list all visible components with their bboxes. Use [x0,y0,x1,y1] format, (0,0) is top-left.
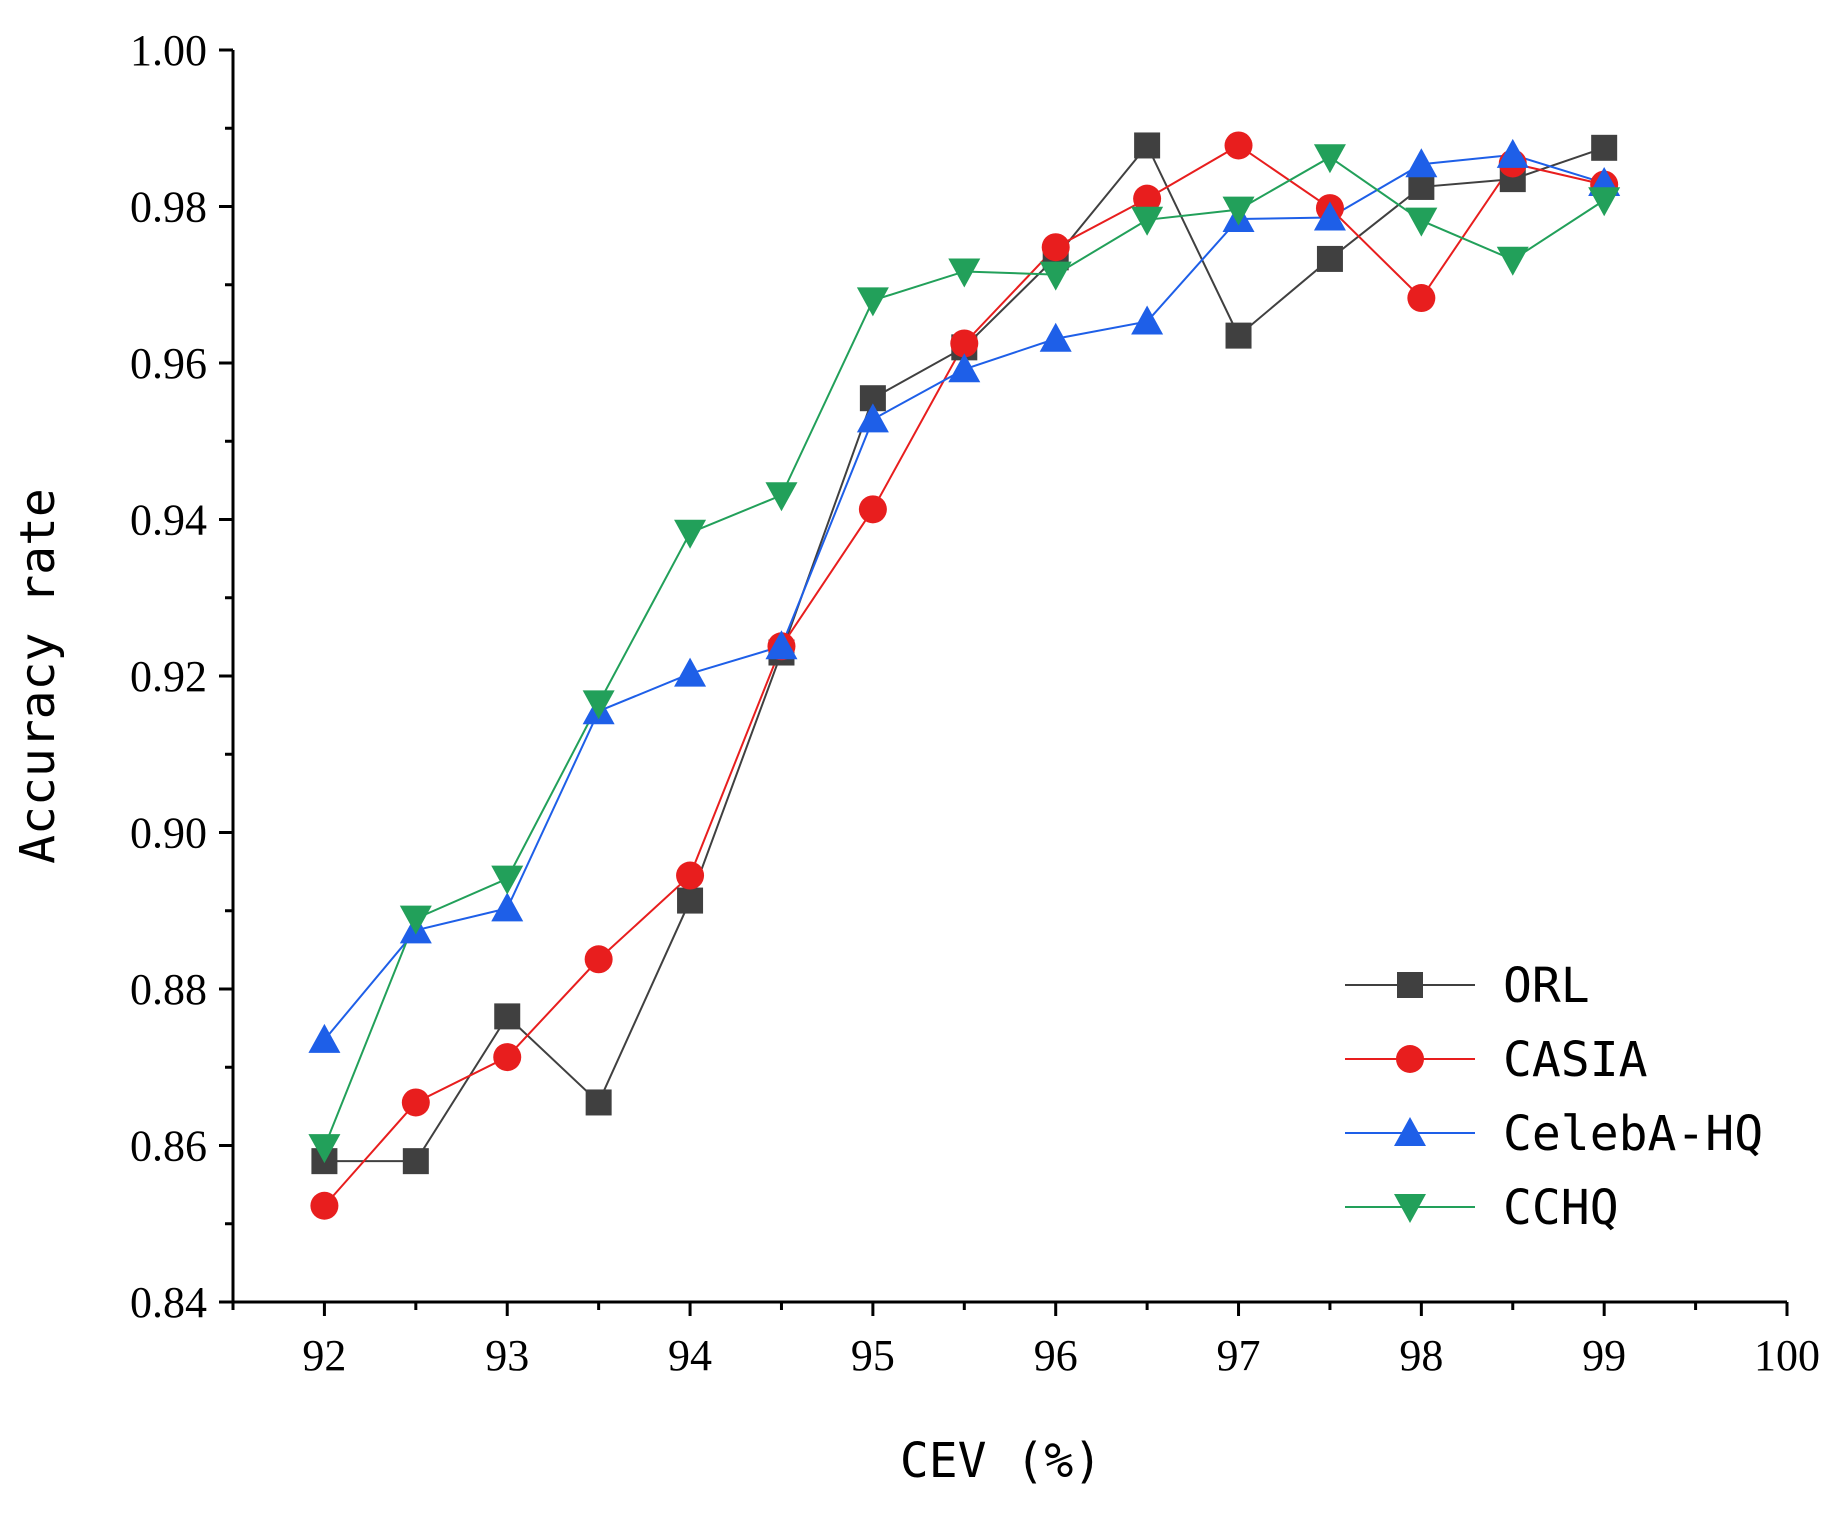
legend-item-celeba-hq: CelebA-HQ [1345,1106,1763,1162]
data-point-cchq [308,1134,341,1164]
x-tick-label: 100 [1754,1331,1820,1380]
y-tick-label: 0.98 [130,183,207,232]
data-point-cchq [582,690,615,720]
x-tick-label: 95 [851,1331,895,1380]
data-point-orl [677,887,704,914]
data-point-orl [1591,134,1618,161]
data-point-cchq [1405,207,1438,237]
data-point-casia [676,861,705,890]
data-point-casia [493,1043,522,1072]
data-point-cchq [856,287,889,317]
data-point-celeba-hq [1039,322,1072,352]
data-point-orl [585,1089,612,1116]
data-point-cchq [399,905,432,935]
legend-label: ORL [1503,958,1590,1014]
legend-item-casia: CASIA [1345,1032,1648,1088]
legend-marker [1394,1117,1426,1146]
y-tick-label: 0.84 [130,1278,207,1327]
x-tick-label: 96 [1034,1331,1078,1380]
data-point-celeba-hq [1405,148,1438,178]
series-markers-cchq [308,144,1621,1164]
data-point-cchq [948,258,981,288]
legend-label: CelebA-HQ [1503,1106,1763,1162]
data-point-celeba-hq [948,353,981,383]
y-tick-label: 0.88 [130,965,207,1014]
data-point-cchq [1039,261,1072,291]
x-tick-label: 98 [1399,1331,1443,1380]
legend-item-orl: ORL [1345,958,1590,1014]
data-point-cchq [1588,187,1621,217]
x-axis-title: CEV (%) [900,1433,1102,1489]
data-point-casia [401,1088,430,1117]
x-tick-label: 93 [485,1331,529,1380]
legend-marker [1397,972,1423,998]
data-point-orl [1316,245,1343,272]
data-point-celeba-hq [308,1023,341,1053]
data-point-orl [402,1148,429,1175]
y-tick-label: 0.90 [130,809,207,858]
data-point-cchq [765,482,798,512]
data-point-cchq [674,519,707,549]
data-point-celeba-hq [1131,305,1164,335]
x-tick-label: 97 [1217,1331,1261,1380]
y-tick-label: 0.92 [130,652,207,701]
data-point-cchq [1131,206,1164,236]
data-point-cchq [491,865,524,895]
data-point-orl [1408,173,1435,200]
data-point-celeba-hq [856,403,889,433]
y-tick-label: 1.00 [130,26,207,75]
data-point-casia [1224,131,1253,160]
data-point-cchq [1313,144,1346,174]
data-point-casia [310,1191,339,1220]
data-point-celeba-hq [765,630,798,660]
series-markers [308,131,1621,1220]
y-tick-label: 0.94 [130,496,207,545]
y-tick-label: 0.96 [130,339,207,388]
x-tick-label: 99 [1582,1331,1626,1380]
data-point-orl [494,1003,521,1030]
data-point-casia [858,495,887,524]
series-markers-orl [311,132,1618,1175]
data-point-casia [950,329,979,358]
legend-marker [1394,1194,1426,1223]
axes: 0.84 0.86 0.88 0.90 0.92 0.94 0.96 0.98 1.00 92 93… [130,26,1820,1380]
y-axis-title: Accuracy rate [10,488,66,864]
legend-label: CCHQ [1503,1180,1619,1236]
legend-marker [1396,1045,1424,1073]
data-point-orl [1134,132,1161,159]
legend-label: CASIA [1503,1032,1648,1088]
data-point-cchq [1496,246,1529,276]
legend: ORL CASIA CelebA-HQ CCHQ [1345,958,1763,1236]
data-point-casia [1407,284,1436,313]
data-point-celeba-hq [674,657,707,687]
data-point-casia [584,945,613,974]
data-point-celeba-hq [491,892,524,922]
data-point-celeba-hq [1496,138,1529,168]
data-point-casia [1041,233,1070,262]
x-tick-label: 92 [302,1331,346,1380]
data-point-casia [1133,184,1162,213]
y-tick-label: 0.86 [130,1122,207,1171]
data-point-cchq [1222,196,1255,226]
legend-item-cchq: CCHQ [1345,1180,1619,1236]
x-tick-label: 94 [668,1331,712,1380]
data-point-celeba-hq [1313,201,1346,231]
data-point-orl [1225,322,1252,349]
